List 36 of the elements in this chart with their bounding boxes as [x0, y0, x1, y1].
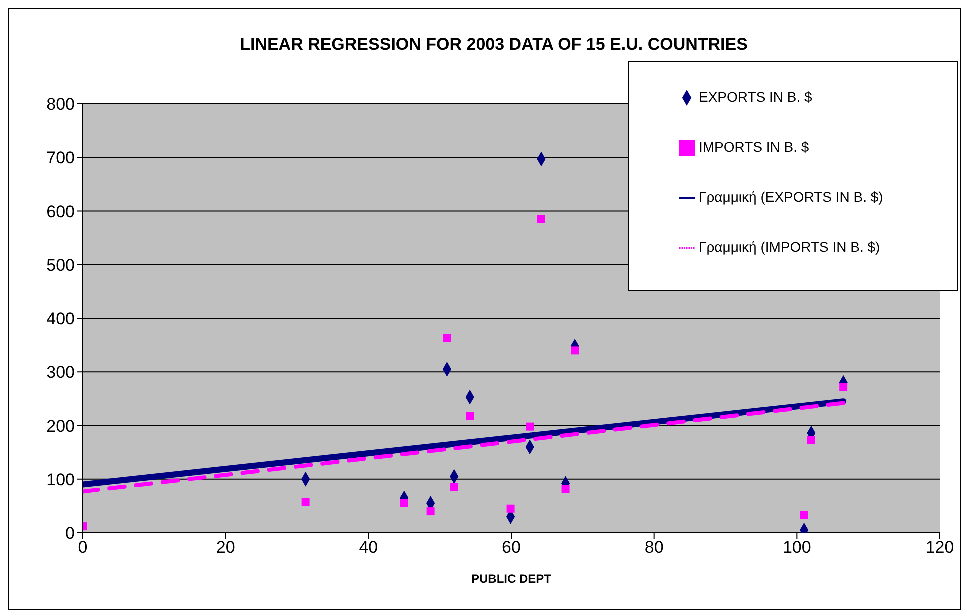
point	[426, 508, 435, 516]
x-tick-label: 0	[78, 538, 88, 558]
x-tick-label: 120	[926, 538, 954, 558]
point	[807, 436, 816, 444]
point	[800, 511, 808, 520]
x-tick-label: 60	[502, 538, 521, 558]
x-axis-title: PUBLIC DEPT	[471, 572, 552, 586]
point	[450, 483, 458, 492]
point	[526, 422, 534, 431]
x-tick-label: 40	[359, 538, 378, 558]
legend-label: Γραμμική (EXPORTS IN B. $)	[699, 189, 884, 205]
x-tick-label: 80	[644, 538, 664, 558]
y-tick-label: 300	[46, 363, 75, 382]
point	[840, 383, 848, 392]
y-tick-label: 400	[46, 310, 75, 329]
point	[400, 500, 408, 508]
x-tick-label: 100	[782, 538, 812, 558]
legend-label: EXPORTS IN B. $	[699, 89, 812, 105]
point	[302, 498, 310, 506]
point	[466, 412, 474, 420]
y-tick-label: 600	[46, 202, 75, 222]
y-tick-label: 500	[46, 256, 75, 275]
y-tick-label: 0	[66, 524, 75, 544]
y-tick-label: 800	[46, 95, 75, 114]
chart-title: LINEAR REGRESSION FOR 2003 DATA OF 15 E.U. COUNTRIES	[239, 35, 749, 55]
point	[562, 485, 570, 494]
x-tick-label: 20	[216, 538, 236, 558]
point	[537, 215, 546, 224]
y-tick-label: 100	[46, 470, 75, 490]
y-tick-label: 200	[46, 416, 75, 436]
legend-label: Γραμμική (IMPORTS IN B. $)	[699, 239, 880, 255]
point	[506, 504, 515, 513]
y-tick-label: 700	[46, 148, 75, 168]
point	[571, 346, 580, 355]
point	[443, 334, 452, 342]
legend-label: IMPORTS IN B. $	[699, 139, 810, 155]
